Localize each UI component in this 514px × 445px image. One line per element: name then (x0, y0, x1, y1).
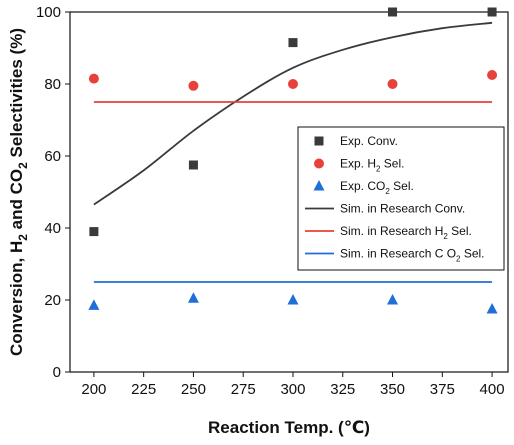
text-part: Sim. in Research H (340, 224, 443, 238)
data-point-1-4 (487, 70, 498, 80)
legend-label: Exp. H2 Sel. (340, 157, 404, 174)
data-point-2-4 (486, 303, 498, 314)
series-group (88, 7, 498, 314)
legend-swatch (313, 180, 325, 191)
text-part: Sim. in Research Conv. (340, 202, 465, 216)
text-part: Exp. Conv. (340, 134, 398, 148)
data-point-1-3 (387, 79, 398, 89)
text-part: 2 (16, 234, 30, 241)
text-part: Sel. (390, 179, 414, 193)
text-part: 2 (443, 232, 448, 241)
text-part: Selectivities (%) (7, 28, 26, 162)
y-tick-label: 20 (44, 292, 61, 309)
data-point-1-1 (188, 80, 199, 91)
text-part: Sim. in Research C O (340, 247, 456, 261)
legend-label: Exp. CO2 Sel. (340, 179, 414, 196)
data-point-0-4 (487, 7, 497, 17)
legend-swatch (314, 158, 324, 169)
x-tick-label: 200 (81, 381, 106, 398)
text-part: 2 (16, 162, 30, 169)
data-point-2-2 (287, 294, 299, 305)
text-part: 2 (385, 187, 390, 196)
y-tick-label: 80 (44, 76, 61, 93)
text-part: Sel. (461, 247, 485, 261)
text-part: Exp. H (340, 157, 376, 171)
text-part: Conversion, H (7, 241, 26, 356)
plot-frame (69, 11, 509, 373)
x-tick-label: 400 (480, 381, 505, 398)
data-point-1-2 (287, 79, 298, 89)
legend-label: Exp. Conv. (340, 134, 398, 148)
x-axis-title: Reaction Temp. (℃) (208, 418, 370, 437)
data-point-2-0 (88, 299, 100, 310)
x-tick-label: 225 (131, 381, 156, 398)
data-point-0-3 (388, 7, 398, 17)
x-tick-label: 350 (380, 381, 405, 398)
x-tick-label: 325 (330, 381, 355, 398)
legend-label: Sim. in Research Conv. (340, 202, 465, 216)
legend-swatch (314, 136, 324, 146)
y-axis-title: Conversion, H2 and CO2 Selectivities (%) (7, 28, 30, 356)
text-part: and CO (7, 169, 26, 234)
x-tick-label: 275 (231, 381, 256, 398)
y-tick-label: 0 (53, 364, 61, 381)
x-tick-label: 375 (430, 381, 455, 398)
legend-label: Sim. in Research C O2 Sel. (340, 247, 485, 264)
x-tick-label: 250 (181, 381, 206, 398)
data-point-2-1 (187, 292, 199, 303)
data-point-0-2 (288, 38, 298, 48)
text-part: Exp. CO (340, 179, 385, 193)
y-tick-label: 40 (44, 220, 61, 237)
text-part: Sel. (448, 224, 472, 238)
series-line-3 (93, 21, 493, 206)
data-point-1-0 (88, 73, 99, 84)
text-part: 2 (456, 255, 461, 264)
legend: Exp. Conv.Exp. H2 Sel.Exp. CO2 Sel.Sim. … (297, 126, 505, 271)
x-tick-label: 300 (280, 381, 305, 398)
legend-box (297, 126, 505, 271)
y-tick-label: 60 (44, 148, 61, 165)
tick-labels-group: 200 225 250 275 300 325 350 375 400 0 20 40 60 80 100 (36, 4, 505, 398)
axes-group (65, 11, 509, 377)
data-point-2-3 (387, 294, 399, 305)
data-point-0-0 (89, 227, 99, 237)
data-point-0-1 (188, 160, 198, 170)
legend-label: Sim. in Research H2 Sel. (340, 224, 472, 241)
text-part: Sel. (380, 157, 404, 171)
text-part: 2 (376, 165, 381, 174)
y-tick-label: 100 (36, 4, 61, 21)
